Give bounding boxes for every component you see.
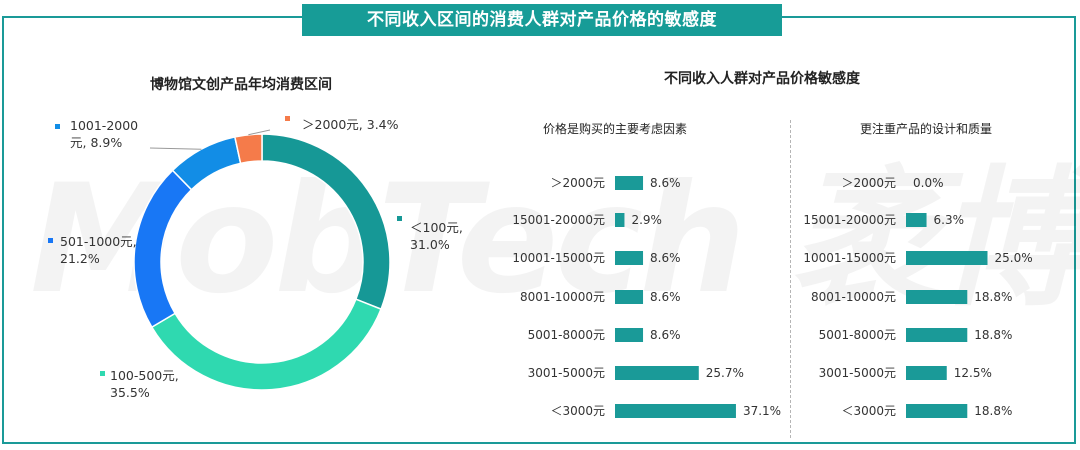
legend-swatch [397,216,402,221]
category-label: ＜3000元 [841,404,896,418]
slice-label: ＜100元, 31.0% [410,220,463,252]
value-label: 25.0% [995,251,1033,265]
legend-swatch [285,116,290,121]
bar [906,404,968,418]
leader-line [248,129,271,136]
category-label: 8001-10000元 [520,290,605,304]
donut-slice [261,133,391,311]
category-label: 15001-20000元 [803,213,896,227]
bar-chart-1-subtitle: 价格是购买的主要考虑因素 [543,122,688,136]
bar [906,213,927,227]
value-label: 8.6% [650,290,681,304]
legend-swatch [48,238,53,243]
bar [615,213,625,227]
legend-swatch [55,124,60,129]
value-label: 6.3% [934,213,965,227]
value-label: 37.1% [743,404,781,418]
value-label: 18.8% [974,328,1012,342]
banner-title: 不同收入区间的消费人群对产品价格的敏感度 [302,4,782,36]
category-label: 10001-15000元 [512,251,605,265]
category-label: 5001-8000元 [819,328,896,342]
value-label: 8.6% [650,328,681,342]
donut-slice [150,298,382,391]
category-label: ＜3000元 [550,404,605,418]
category-label: 3001-5000元 [528,366,605,380]
bar [615,404,736,418]
donut-slice [171,136,242,191]
bar [906,328,968,342]
bar [906,251,988,265]
bar-chart-2-subtitle: 更注重产品的设计和质量 [860,122,993,136]
category-label: 3001-5000元 [819,366,896,380]
category-label: 8001-10000元 [811,290,896,304]
bar [615,366,699,380]
bar [906,290,968,304]
donut-slice [233,133,263,165]
category-label: 10001-15000元 [803,251,896,265]
bar [906,366,947,380]
bar [615,176,644,190]
value-label: 12.5% [954,366,992,380]
value-label: 18.8% [974,404,1012,418]
bar [615,251,644,265]
category-label: ＞2000元 [550,176,605,190]
category-label: 5001-8000元 [528,328,605,342]
donut-chart-title: 博物馆文创产品年均消费区间 [150,77,332,93]
donut-slice [133,169,193,329]
category-label: ＞2000元 [841,176,896,190]
legend-swatch [100,371,105,376]
value-label: 8.6% [650,176,681,190]
value-label: 25.7% [706,366,744,380]
value-label: 18.8% [974,290,1012,304]
slice-label: 1001-2000 元, 8.9% [70,118,138,150]
bar [615,290,644,304]
slice-label: 100-500元, 35.5% [110,368,179,400]
category-label: 15001-20000元 [512,213,605,227]
value-label: 0.0% [913,176,944,190]
bar [615,328,644,342]
value-label: 2.9% [631,213,662,227]
leader-line [149,147,202,150]
chart-divider [790,120,791,438]
slice-label: ＞2000元, 3.4% [302,117,399,132]
bar-charts-title: 不同收入人群对产品价格敏感度 [664,71,860,87]
slice-label: 501-1000元, 21.2% [60,234,137,266]
value-label: 8.6% [650,251,681,265]
